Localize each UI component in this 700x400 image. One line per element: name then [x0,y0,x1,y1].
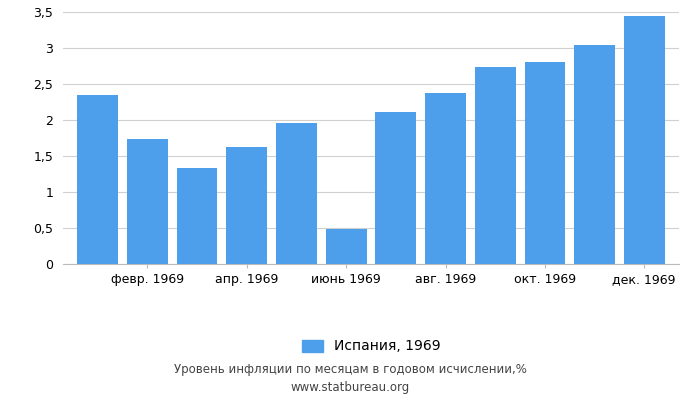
Bar [425,93,466,264]
Bar [226,147,267,264]
Bar [78,95,118,264]
Bar [524,62,565,264]
Text: www.statbureau.org: www.statbureau.org [290,382,410,394]
Bar [574,45,615,264]
Text: Уровень инфляции по месяцам в годовом исчислении,%: Уровень инфляции по месяцам в годовом ис… [174,364,526,376]
Legend: Испания, 1969: Испания, 1969 [296,334,446,359]
Bar [276,123,317,264]
Bar [177,168,218,264]
Bar [326,229,367,264]
Bar [127,140,168,264]
Bar [475,67,516,264]
Bar [624,16,664,264]
Bar [375,112,416,264]
